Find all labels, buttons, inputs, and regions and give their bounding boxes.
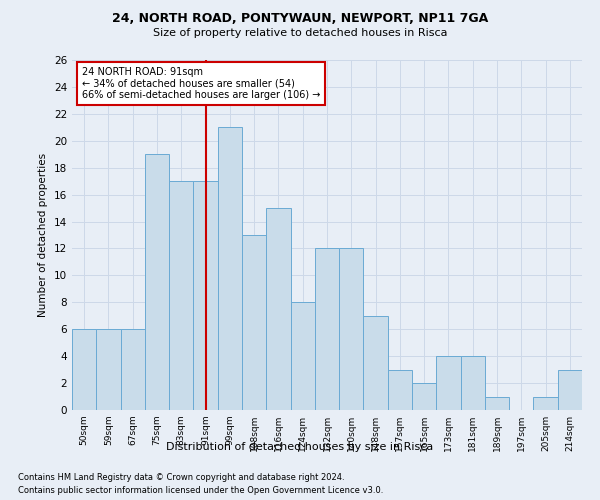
Text: Contains HM Land Registry data © Crown copyright and database right 2024.: Contains HM Land Registry data © Crown c… bbox=[18, 472, 344, 482]
Bar bbox=[121, 329, 145, 410]
Text: Distribution of detached houses by size in Risca: Distribution of detached houses by size … bbox=[166, 442, 434, 452]
Bar bbox=[72, 329, 96, 410]
Bar bbox=[364, 316, 388, 410]
Y-axis label: Number of detached properties: Number of detached properties bbox=[38, 153, 49, 317]
Bar bbox=[193, 181, 218, 410]
Bar bbox=[461, 356, 485, 410]
Bar bbox=[96, 329, 121, 410]
Bar bbox=[533, 396, 558, 410]
Bar bbox=[339, 248, 364, 410]
Text: Contains public sector information licensed under the Open Government Licence v3: Contains public sector information licen… bbox=[18, 486, 383, 495]
Bar bbox=[485, 396, 509, 410]
Text: 24, NORTH ROAD, PONTYWAUN, NEWPORT, NP11 7GA: 24, NORTH ROAD, PONTYWAUN, NEWPORT, NP11… bbox=[112, 12, 488, 26]
Text: 24 NORTH ROAD: 91sqm
← 34% of detached houses are smaller (54)
66% of semi-detac: 24 NORTH ROAD: 91sqm ← 34% of detached h… bbox=[82, 67, 320, 100]
Bar bbox=[218, 128, 242, 410]
Bar bbox=[412, 383, 436, 410]
Bar bbox=[315, 248, 339, 410]
Bar bbox=[266, 208, 290, 410]
Bar bbox=[436, 356, 461, 410]
Bar bbox=[145, 154, 169, 410]
Bar bbox=[558, 370, 582, 410]
Bar bbox=[242, 235, 266, 410]
Bar bbox=[169, 181, 193, 410]
Bar bbox=[388, 370, 412, 410]
Text: Size of property relative to detached houses in Risca: Size of property relative to detached ho… bbox=[153, 28, 447, 38]
Bar bbox=[290, 302, 315, 410]
